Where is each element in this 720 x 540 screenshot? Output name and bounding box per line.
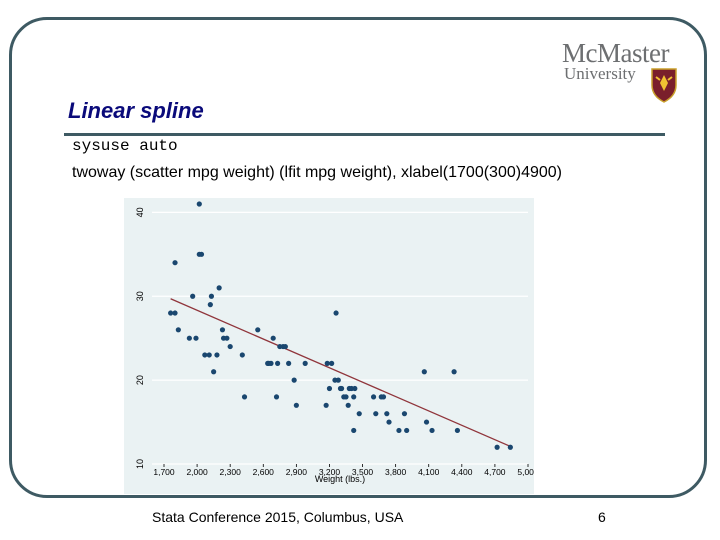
data-point [255, 327, 261, 333]
y-tick-label: 40 [135, 207, 145, 217]
x-tick-labels: 1,700 2,000 2,300 2,600 2,900 3,200 3,500 3,800… [153, 464, 534, 477]
x-tick-label: 5,000 [517, 467, 534, 477]
data-point [324, 360, 330, 366]
data-point [241, 394, 248, 400]
y-tick-label: 30 [135, 291, 145, 301]
data-point [401, 411, 408, 417]
data-point [351, 427, 357, 434]
data-point [507, 444, 513, 450]
data-point [211, 369, 217, 375]
data-point [172, 260, 178, 266]
data-point [224, 335, 230, 341]
x-tick-label: 2,300 [220, 467, 242, 477]
chart-area: 1,700 2,000 2,300 2,600 2,900 3,200 3,500 3,800… [124, 198, 534, 494]
data-point [396, 427, 402, 434]
x-tick-label: 4,400 [451, 467, 473, 477]
footer-text: Stata Conference 2015, Columbus, USA [152, 509, 404, 525]
data-point [323, 402, 329, 408]
data-point [282, 343, 288, 350]
x-tick-label: 3,800 [385, 467, 407, 477]
data-point [273, 394, 280, 400]
y-tick-labels: 10 20 30 40 [135, 207, 145, 469]
data-point [216, 285, 222, 291]
points-group [168, 201, 513, 450]
y-tick-label: 10 [135, 459, 145, 469]
scatter-chart: 1,700 2,000 2,300 2,600 2,900 3,200 3,500 3,800… [135, 201, 534, 484]
data-point [193, 335, 199, 341]
stata-command-twoway: twoway (scatter mpg weight) (lfit mpg we… [72, 164, 562, 181]
plot-region [152, 204, 528, 464]
data-point [239, 352, 245, 358]
data-point [268, 360, 274, 366]
data-point [329, 360, 335, 366]
data-point [227, 343, 233, 350]
data-point [190, 293, 196, 299]
x-tick-label: 2,900 [286, 467, 308, 477]
x-tick-label: 3,200 [319, 467, 341, 477]
x-tick-label: 4,100 [418, 467, 440, 477]
data-point [423, 419, 430, 425]
x-tick-label: 1,700 [153, 467, 175, 477]
data-point [429, 427, 435, 434]
data-point [333, 310, 339, 316]
data-point [451, 369, 457, 375]
data-point [214, 352, 220, 358]
data-point [207, 302, 213, 308]
data-point [270, 335, 276, 341]
x-tick-label: 3,500 [352, 467, 374, 477]
data-point [291, 377, 297, 383]
stata-command-sysuse: sysuse auto [72, 137, 178, 155]
data-point [208, 293, 215, 299]
data-point [373, 411, 379, 417]
data-point [219, 327, 226, 333]
y-tick-label: 20 [135, 375, 145, 385]
fit-line-group [170, 298, 511, 447]
data-point [345, 402, 351, 408]
data-point [380, 394, 387, 400]
data-point [386, 419, 392, 425]
data-point [172, 310, 178, 316]
slide-title: Linear spline [68, 98, 204, 123]
data-point [198, 251, 205, 257]
x-tick-label: 2,600 [253, 467, 275, 477]
data-point [275, 360, 281, 366]
data-point [326, 385, 333, 392]
data-point [286, 360, 292, 366]
data-point [206, 352, 212, 358]
data-point [343, 394, 349, 400]
x-tick-label: 4,700 [484, 467, 506, 477]
data-point [338, 385, 345, 392]
data-point [494, 444, 500, 450]
data-point [370, 394, 377, 400]
slide-frame [9, 17, 707, 498]
data-point [404, 427, 410, 434]
data-point [186, 335, 192, 341]
data-point [302, 360, 308, 366]
data-point [454, 427, 461, 434]
x-tick-label: 2,000 [186, 467, 208, 477]
x-axis-label: Weight (lbs.) [315, 474, 365, 484]
data-point [351, 394, 357, 400]
university-logo: McMaster University [562, 38, 690, 108]
data-point [293, 402, 299, 408]
data-point [384, 411, 390, 417]
logo-name: McMaster [562, 38, 669, 68]
logo-subtitle: University [564, 64, 636, 83]
data-point [356, 411, 362, 417]
data-point [168, 310, 174, 316]
data-point [196, 201, 202, 207]
data-point [175, 327, 181, 333]
data-point [335, 377, 341, 383]
fitted-line [170, 298, 511, 447]
page-number: 6 [598, 509, 606, 525]
data-point [202, 352, 208, 358]
title-rule [64, 133, 665, 136]
data-point [352, 385, 358, 392]
crest-icon [651, 68, 677, 103]
data-point [421, 369, 427, 375]
